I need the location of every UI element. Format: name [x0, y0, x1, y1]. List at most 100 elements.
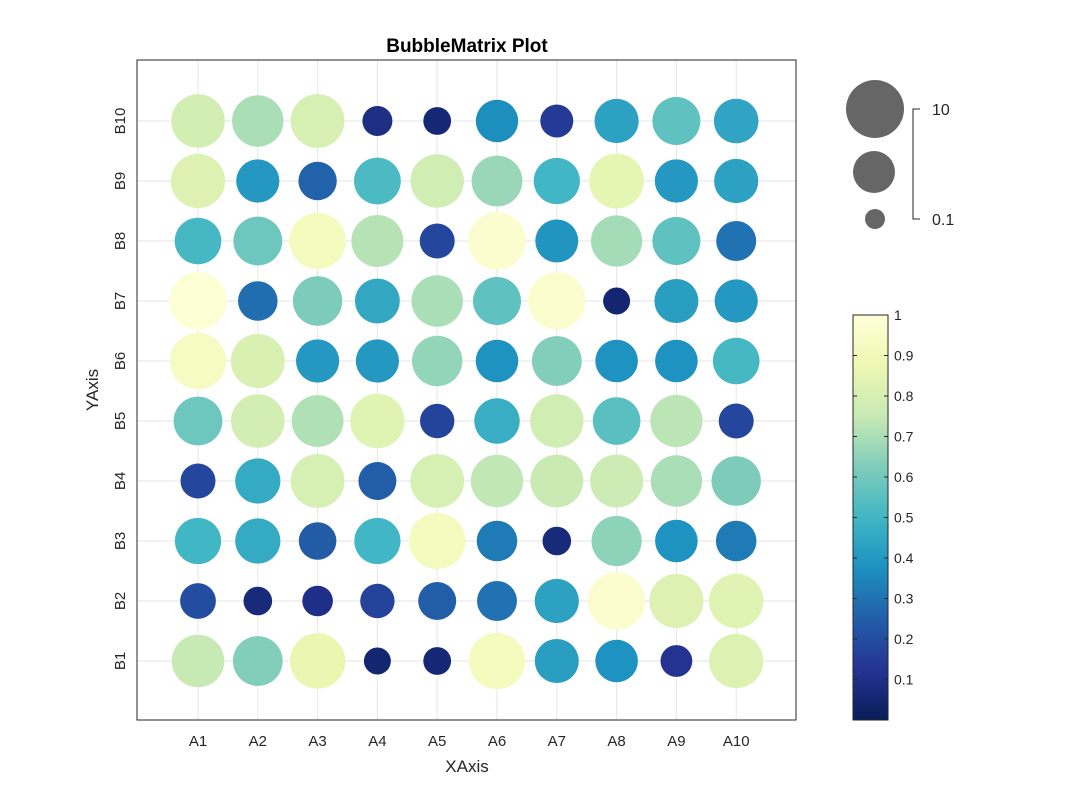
- x-tick-label: A4: [368, 733, 386, 750]
- y-tick-label: B6: [112, 352, 129, 370]
- bubble-A9-B4: [650, 455, 703, 507]
- bubble-A7-B8: [535, 219, 579, 263]
- colorbar-tick-label: 0.5: [894, 510, 914, 526]
- bubble-A4-B9: [354, 157, 401, 205]
- bubble-A3-B5: [291, 395, 344, 447]
- x-tick-label: A2: [249, 733, 267, 750]
- bubble-A1-B7: [169, 272, 227, 330]
- bubble-A10-B2: [709, 573, 764, 629]
- x-tick-labels: A1 A2 A3 A4 A5 A6 A7 A8 A9 A10: [189, 733, 750, 750]
- bubble-A5-B6: [412, 335, 463, 387]
- bubble-A5-B8: [419, 223, 455, 259]
- bubble-A7-B1: [534, 639, 579, 683]
- bubble-A4-B6: [355, 339, 399, 383]
- bubble-A4-B2: [360, 583, 395, 619]
- bubble-A5-B1: [423, 647, 452, 675]
- bubble-A6-B10: [475, 99, 519, 143]
- bubble-A3-B1: [289, 633, 346, 689]
- size-legend-bracket: [912, 108, 920, 220]
- colorbar-tick-label: 0.4: [894, 550, 914, 566]
- size-legend-large-bubble: [846, 80, 904, 138]
- bubble-A9-B10: [652, 97, 701, 145]
- bubble-A9-B9: [654, 159, 699, 203]
- bubble-A8-B6: [595, 339, 638, 383]
- bubble-A4-B1: [363, 647, 391, 675]
- colorbar-tick-label: 0.2: [894, 631, 914, 647]
- bubble-A6-B4: [470, 454, 524, 508]
- chart-title: BubbleMatrix Plot: [386, 36, 548, 57]
- bubble-A3-B8: [289, 212, 346, 270]
- colorbar-ticks: 0.1 0.2 0.3 0.4 0.5 0.6 0.7 0.8 0.9 1: [853, 307, 914, 688]
- bubble-A5-B3: [409, 512, 466, 570]
- bubble-A5-B7: [411, 275, 463, 327]
- bubble-A7-B10: [540, 104, 574, 138]
- bubble-A10-B1: [709, 633, 764, 689]
- size-legend-min-label: 0.1: [932, 212, 954, 229]
- bubble-A2-B9: [236, 159, 280, 203]
- x-tick-label: A3: [308, 733, 326, 750]
- y-tick-label: B10: [112, 108, 129, 135]
- bubble-A7-B2: [534, 578, 579, 624]
- colorbar-tick-label: 0.9: [894, 348, 914, 364]
- bubble-A6-B3: [476, 520, 518, 562]
- bubble-A5-B5: [420, 403, 455, 439]
- bubble-A8-B4: [590, 454, 644, 508]
- bubble-A6-B9: [471, 155, 523, 207]
- bubble-A1-B8: [174, 217, 222, 265]
- bubble-A2-B6: [230, 334, 285, 388]
- bubble-A2-B10: [232, 95, 284, 147]
- bubble-A3-B9: [298, 161, 337, 201]
- bubble-A7-B4: [530, 454, 584, 508]
- x-tick-label: A6: [488, 733, 506, 750]
- bubble-A3-B3: [298, 522, 337, 560]
- bubble-A10-B8: [716, 221, 757, 261]
- colorbar: 0.1 0.2 0.3 0.4 0.5 0.6 0.7 0.8 0.9 1: [852, 307, 914, 721]
- bubble-A1-B4: [180, 463, 216, 499]
- bubble-A2-B2: [243, 586, 273, 616]
- size-legend-medium-bubble: [853, 151, 895, 193]
- bubble-A1-B10: [171, 94, 225, 148]
- y-tick-label: B1: [112, 652, 129, 670]
- bubble-A10-B10: [713, 98, 759, 144]
- bubble-A2-B4: [235, 458, 281, 504]
- bubble-A8-B1: [595, 639, 638, 683]
- bubble-A7-B7: [528, 272, 586, 330]
- bubble-A4-B10: [362, 106, 393, 136]
- size-legend-max-label: 10: [932, 102, 950, 119]
- bubble-A1-B5: [173, 396, 223, 446]
- bubble-A10-B3: [715, 520, 757, 562]
- bubble-A9-B6: [655, 339, 698, 383]
- y-tick-label: B3: [112, 532, 129, 550]
- x-tick-label: A8: [607, 733, 625, 750]
- x-tick-label: A1: [189, 733, 207, 750]
- bubble-A7-B6: [531, 336, 582, 386]
- bubble-A2-B1: [232, 636, 283, 686]
- bubble-A4-B7: [355, 278, 400, 324]
- colorbar-tick-label: 0.1: [894, 672, 914, 688]
- size-legend-small-bubble: [865, 209, 885, 229]
- bubble-A3-B4: [290, 454, 345, 508]
- bubble-A1-B2: [180, 583, 216, 619]
- grid-lines: [137, 60, 796, 720]
- colorbar-tick-label: 0.8: [894, 388, 914, 404]
- bubble-A2-B5: [230, 394, 285, 448]
- bubble-A4-B5: [350, 393, 405, 449]
- bubble-A8-B10: [594, 98, 639, 144]
- bubble-A6-B6: [475, 339, 519, 383]
- bubbles: [169, 94, 764, 690]
- y-tick-labels: B1 B2 B3 B4 B5 B6 B7 B8 B9 B10: [112, 108, 129, 671]
- bubble-A6-B8: [468, 212, 526, 270]
- bubble-A8-B7: [603, 287, 631, 315]
- colorbar-tick-label: 0.3: [894, 591, 914, 607]
- bubble-A9-B3: [655, 519, 698, 563]
- bubble-A8-B5: [592, 397, 641, 445]
- bubble-A10-B5: [718, 403, 754, 439]
- x-axis-label: XAxis: [445, 757, 488, 776]
- bubble-A8-B3: [591, 515, 642, 567]
- y-tick-label: B5: [112, 412, 129, 430]
- bubble-A4-B8: [351, 215, 404, 267]
- bubble-A4-B4: [358, 462, 397, 500]
- bubble-A1-B1: [171, 634, 225, 688]
- bubble-A2-B7: [237, 281, 278, 321]
